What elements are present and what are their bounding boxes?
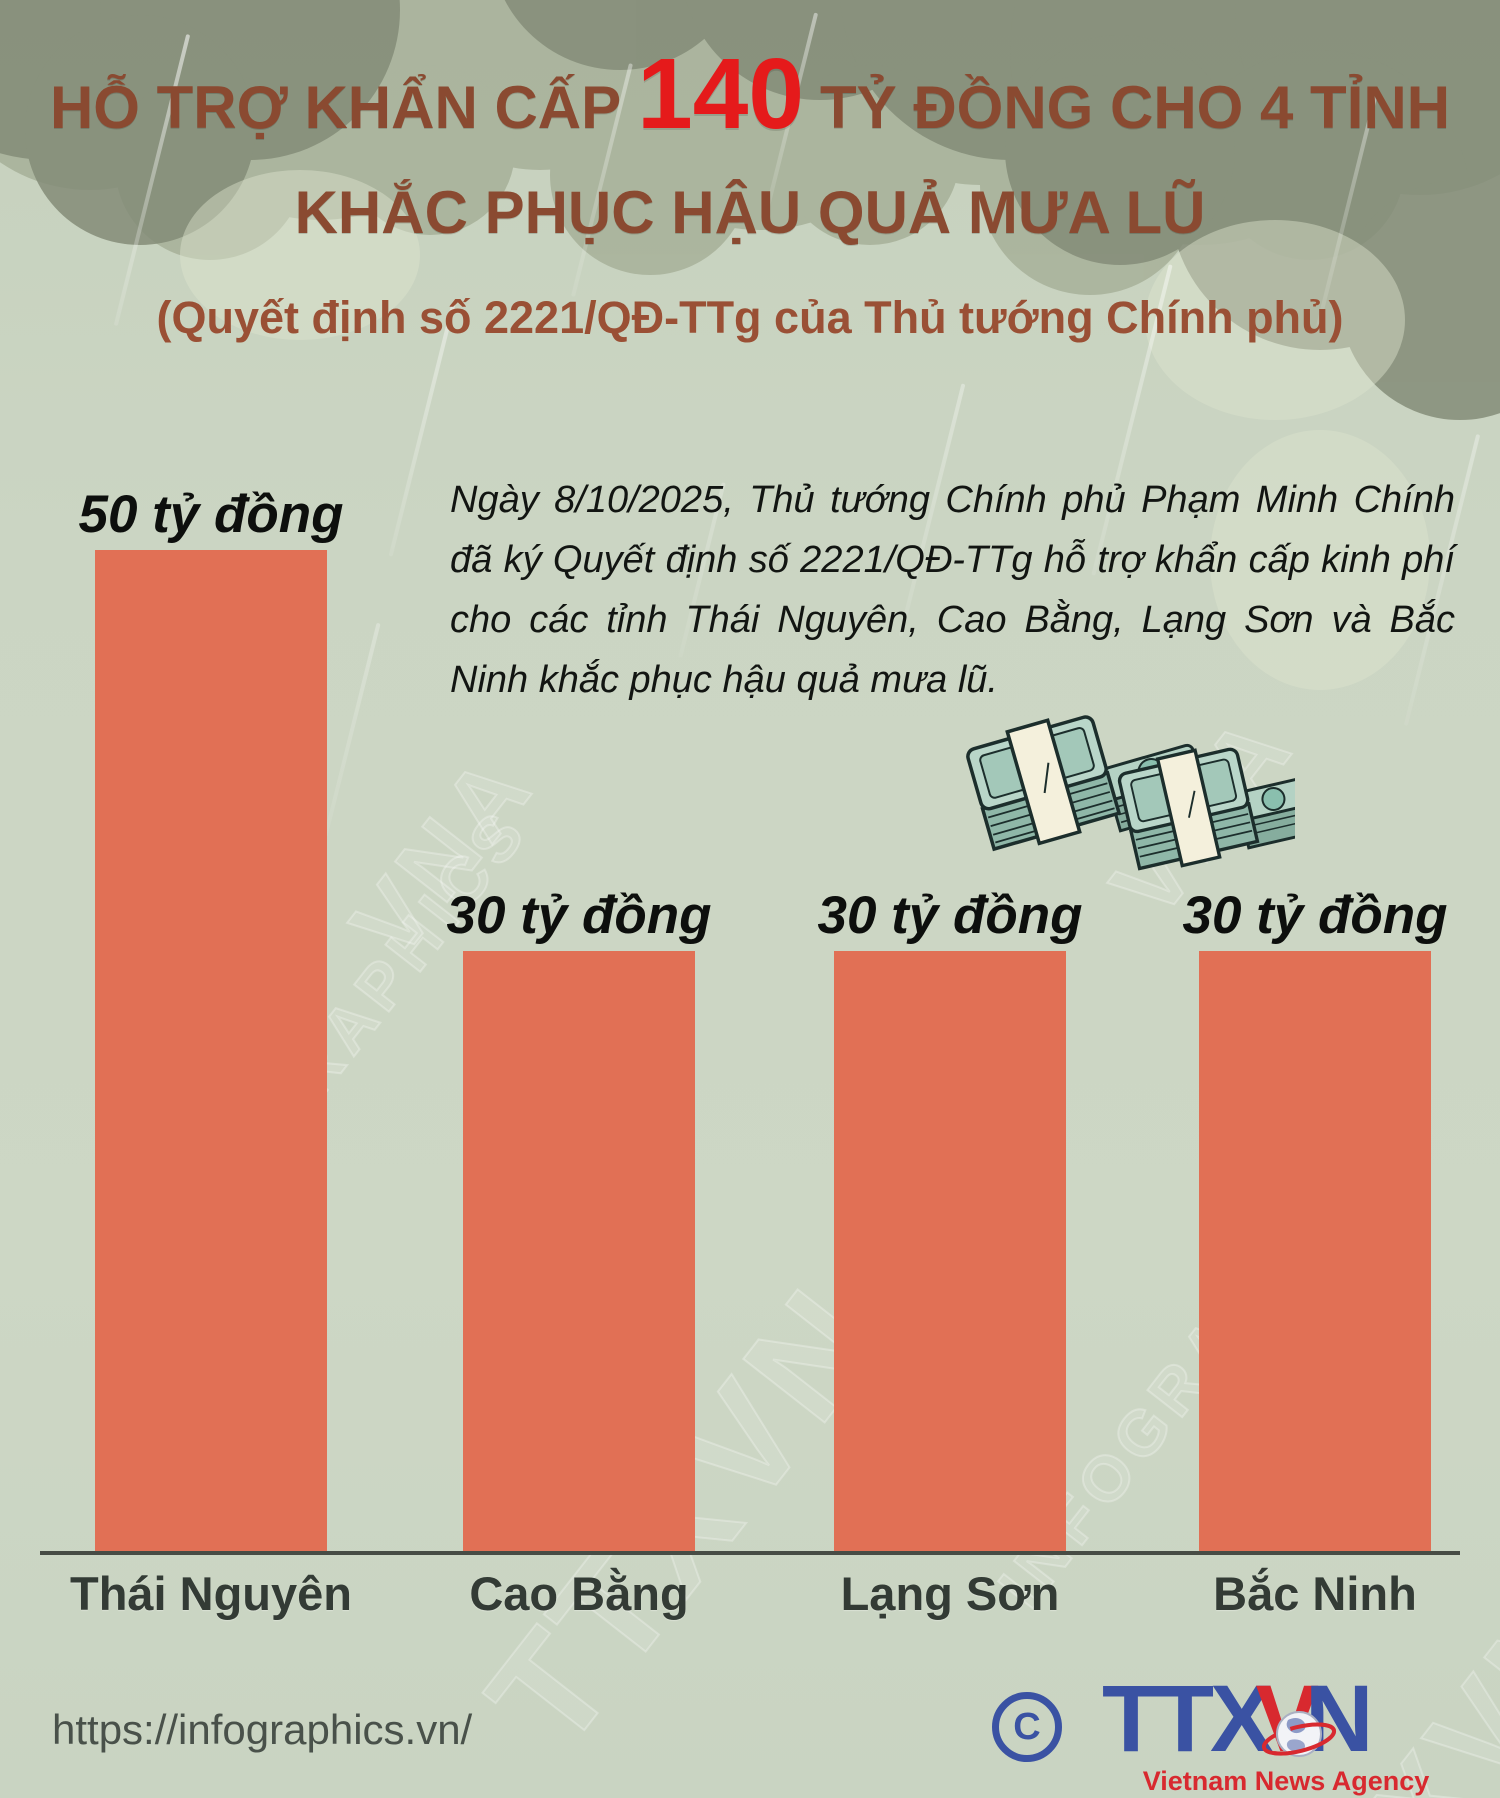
globe-icon: [1261, 1711, 1337, 1757]
title-part2: TỶ ĐỒNG CHO 4 TỈNH: [820, 74, 1451, 141]
money-stacks-icon: [966, 715, 1295, 871]
bar-category-label-2: Lạng Sơn: [840, 1567, 1060, 1620]
bar-category-label-1: Cao Bằng: [469, 1567, 689, 1620]
bar-0: [95, 550, 327, 1553]
source-url: https://infographics.vn/: [52, 1706, 473, 1753]
logo-wordmark: TTXVN: [1102, 1672, 1373, 1767]
logo-ttx: TTX: [1102, 1666, 1273, 1772]
bar-category-label-3: Bắc Ninh: [1213, 1567, 1417, 1620]
bar-value-label-2: 30 tỷ đồng: [817, 886, 1083, 945]
page-title-line2: KHẮC PHỤC HẬU QUẢ MƯA LŨ: [294, 179, 1206, 246]
page-title: HỖ TRỢ KHẨN CẤP 140 TỶ ĐỒNG CHO 4 TỈNH: [0, 38, 1500, 150]
logo-subtitle: Vietnam News Agency: [1142, 1766, 1430, 1796]
body-paragraph: Ngày 8/10/2025, Thủ tướng Chính phủ Phạm…: [450, 479, 1455, 701]
rain-streak: [323, 622, 381, 838]
bar-category-label-0: Thái Nguyên: [69, 1567, 353, 1620]
bar-2: [834, 951, 1066, 1553]
copyright-icon: C: [992, 1692, 1062, 1762]
bar-3: [1199, 951, 1431, 1553]
ttxvn-logo: C TTXVN Vietnam News Agency: [992, 1672, 1462, 1796]
bar-value-label-3: 30 tỷ đồng: [1182, 886, 1448, 945]
bar-value-label-1: 30 tỷ đồng: [446, 886, 712, 945]
bar-1: [463, 951, 695, 1553]
subtitle: (Quyết định số 2221/QĐ-TTg của Thủ tướng…: [156, 292, 1344, 343]
bar-value-label-0: 50 tỷ đồng: [78, 485, 344, 544]
title-highlight-number: 140: [637, 38, 804, 150]
x-axis-line: [40, 1551, 1460, 1555]
title-part1: HỖ TRỢ KHẨN CẤP: [49, 74, 622, 141]
